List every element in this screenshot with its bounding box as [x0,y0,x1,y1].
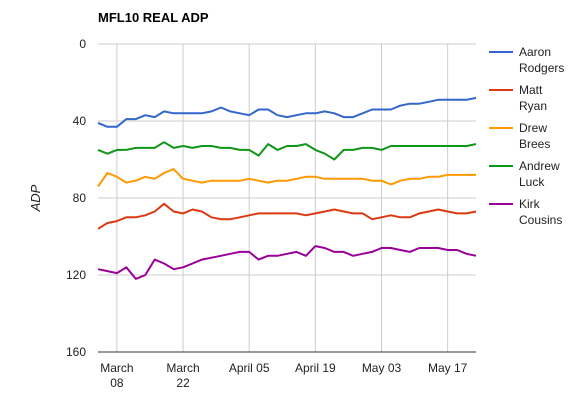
legend: Aaron Rodgers Matt Ryan Drew Brees Andrew Luck K… [489,45,564,227]
legend-label-aaron-rodgers: Rodgers [519,61,564,75]
x-tick-label: March [100,361,133,375]
series-group [97,96,477,280]
y-axis-label: ADP [28,184,43,212]
series-line-kirk-cousins [97,245,477,280]
y-tick-label: 40 [73,114,87,128]
x-tick-label: 08 [110,376,124,390]
y-tick-label: 120 [66,268,86,282]
x-tick-label: April 19 [295,361,336,375]
y-tick-label: 0 [79,37,86,51]
grid [98,43,476,352]
legend-label-drew-brees: Brees [519,137,550,151]
series-line-andrew-luck [97,141,477,161]
legend-label-kirk-cousins: Kirk [519,197,541,211]
y-tick-label: 80 [73,191,87,205]
x-tick-label: April 05 [229,361,270,375]
legend-label-matt-ryan: Ryan [519,99,547,113]
y-tick-label: 160 [66,345,86,359]
legend-label-kirk-cousins: Cousins [519,213,562,227]
series-line-drew-brees [97,168,476,188]
chart-title: MFL10 REAL ADP [98,10,209,25]
y-axis-ticks: 0 40 80 120 160 [66,37,86,359]
series-line-matt-ryan [97,202,477,230]
series-line-aaron-rodgers [97,96,477,128]
legend-label-andrew-luck: Luck [519,175,545,189]
x-tick-label: 22 [176,376,190,390]
x-tick-label: May 03 [362,361,402,375]
legend-label-drew-brees: Drew [519,121,547,135]
legend-label-andrew-luck: Andrew [519,159,560,173]
x-tick-label: March [166,361,199,375]
x-tick-label: May 17 [428,361,468,375]
legend-label-matt-ryan: Matt [519,83,543,97]
legend-label-aaron-rodgers: Aaron [519,45,551,59]
